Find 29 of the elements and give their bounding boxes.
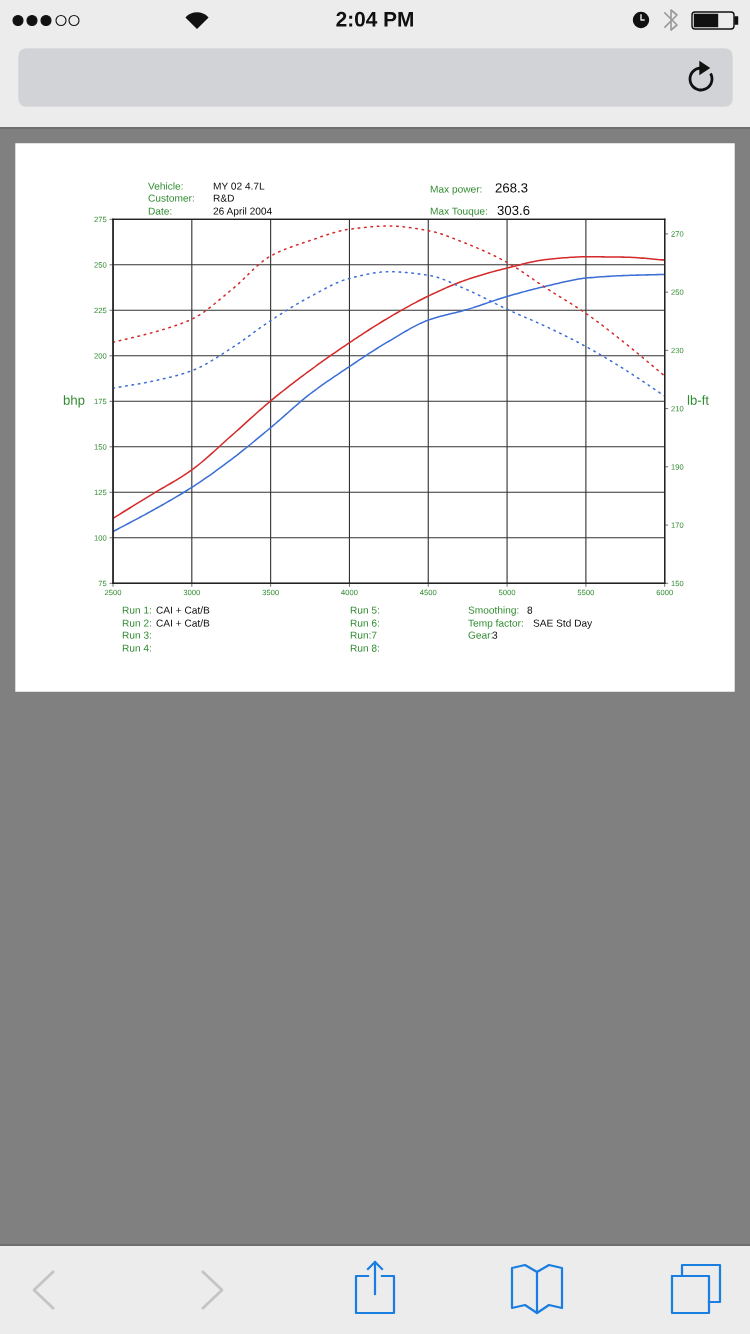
text: MY 02 4.7L [213,182,265,190]
text: Run 4: [122,644,151,652]
text: Max power: [430,185,482,195]
text: Run 3: [122,631,151,639]
text: 2:04 PM [336,11,413,27]
text: R&D [213,194,234,202]
text: 268.3 [495,183,528,193]
text: Run 6: [350,619,379,627]
text: Run 2: [122,619,151,627]
text: Run:7 [350,631,377,639]
text: Run 5: [350,606,379,614]
text: Run 8: [350,644,379,652]
text: CAI + Cat/B [156,619,210,627]
text: SAE Std Day [533,619,593,629]
text: Max Touque: [430,207,487,217]
text: 26 April 2004 [213,207,272,217]
text: Temp factor: [468,619,523,629]
text: Smoothing: [468,606,519,616]
y2-axis-title: lb-ft [687,395,709,405]
text: Vehicle: [148,182,183,190]
text: 303.6 [497,205,530,216]
text: Run 1: [122,606,151,614]
text: 3 [492,631,498,639]
text: Gear: [468,631,493,639]
text: 8 [527,606,533,614]
text: CAI + Cat/B [156,606,210,614]
text: Customer: [148,194,194,202]
text: Date: [148,207,172,215]
y-axis-title: bhp [63,395,85,408]
